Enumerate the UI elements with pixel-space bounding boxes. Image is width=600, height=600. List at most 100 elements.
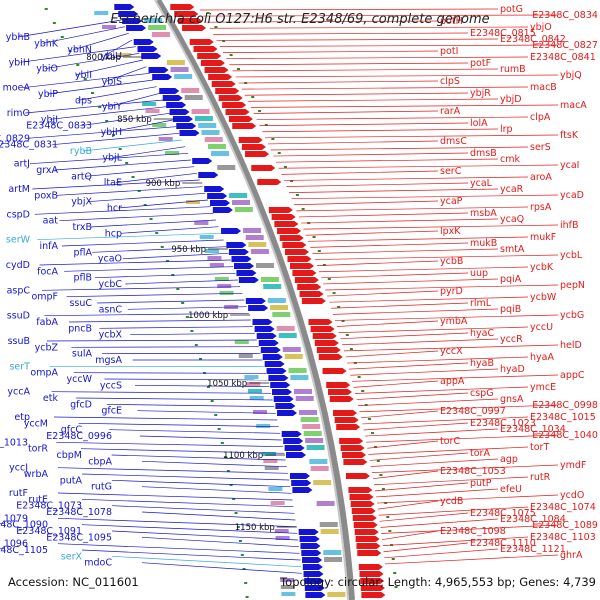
forward-gene-arrow [327, 389, 352, 395]
leader-line-left [81, 549, 301, 561]
cog-block [181, 88, 200, 93]
tick-dot [76, 64, 80, 66]
forward-gene-arrow [197, 53, 222, 59]
reverse-gene-arrow [264, 361, 285, 367]
cog-block [310, 466, 329, 471]
forward-gene-arrow [312, 333, 337, 339]
leader-line-right [368, 446, 529, 455]
gene-label-left: cbpM [57, 450, 82, 461]
gene-label-left: E2348C_1091 [16, 526, 82, 537]
tick-dot [176, 288, 180, 290]
leader-line-left [57, 517, 297, 528]
gene-label-right: E2348C_1084 [500, 514, 566, 525]
gene-label-left: yccW [67, 374, 93, 385]
gene-label-left: E2348C_1013 [0, 437, 28, 448]
leader-line-left [77, 86, 157, 101]
forward-gene-arrow [310, 326, 335, 332]
cog-block [207, 144, 226, 149]
cog-block [293, 389, 312, 394]
forward-gene-arrow [360, 585, 385, 591]
cog-block [309, 459, 328, 464]
cog-block [270, 501, 285, 505]
tick-dot [190, 330, 194, 332]
gene-label-right: ycbB [440, 256, 463, 267]
gene-label-right: pyrD [440, 286, 463, 297]
forward-gene-arrow [174, 11, 199, 17]
gene-label-left: ybjH [101, 127, 122, 138]
gene-label-right: torA [470, 448, 490, 459]
reverse-gene-arrow [221, 228, 242, 234]
cog-block [250, 249, 269, 254]
reverse-gene-arrow [304, 578, 325, 584]
gene-label-left: ybiI [75, 70, 92, 81]
leader-line-right [367, 440, 439, 449]
tick-dot [349, 348, 353, 350]
cog-block [256, 424, 271, 428]
leader-line-left [80, 112, 170, 127]
gene-label-right: hyaC [470, 328, 494, 339]
leader-line-left [141, 562, 302, 574]
cog-block [211, 151, 230, 156]
leader-line-right [286, 182, 469, 187]
cog-block [282, 347, 301, 352]
leader-line-left [99, 326, 253, 329]
gene-label-left: ycbZ [35, 342, 59, 353]
forward-gene-arrow [354, 529, 379, 535]
leader-line-left [53, 416, 278, 421]
leader-line-right [226, 56, 529, 60]
leader-line-left [44, 52, 140, 70]
leader-line-right [363, 422, 469, 431]
leader-line-left [57, 467, 289, 474]
tick-dot [337, 306, 341, 308]
gene-label-left: ompA [30, 368, 58, 379]
gene-label-right: E2348C_0827 [532, 40, 598, 51]
feature-tracks [94, 4, 386, 598]
forward-gene-arrow [257, 179, 282, 185]
cog-block [151, 32, 170, 37]
tick-dot [258, 110, 262, 112]
reverse-gene-arrow [210, 200, 230, 206]
cog-block [324, 557, 343, 562]
gene-label-right: E2348C_1098 [440, 526, 506, 537]
gene-label-right: ycbG [560, 310, 584, 321]
tick-dot [181, 302, 185, 304]
gene-label-right: ycdB [440, 496, 463, 507]
gene-label-left: mgsA [95, 355, 122, 366]
leader-line-right [372, 470, 439, 480]
cog-block [204, 249, 219, 253]
tick-dot [160, 246, 164, 248]
tick-label: 950 kbp [171, 245, 206, 255]
leader-line-left [134, 384, 270, 388]
gene-label-right: ycaR [500, 184, 524, 195]
forward-gene-arrow [351, 508, 376, 514]
cog-block [142, 102, 157, 106]
gene-label-right: rpsA [530, 202, 552, 213]
cog-block [316, 501, 335, 506]
cog-block [238, 354, 253, 358]
reverse-gene-arrow [283, 438, 304, 444]
gene-label-left: ybhB [6, 32, 30, 43]
leader-line-right [333, 308, 499, 315]
leader-line-right [327, 290, 439, 297]
forward-gene-arrow [299, 291, 324, 297]
forward-gene-arrow [238, 137, 263, 143]
tick-dot [341, 320, 345, 322]
leader-line-left [81, 473, 290, 481]
leader-line-right [314, 254, 559, 260]
reverse-gene-arrow [262, 354, 283, 360]
leader-line-right [316, 260, 439, 267]
cog-block [117, 53, 132, 57]
cog-block [268, 487, 283, 491]
leader-line-right [356, 392, 469, 400]
forward-gene-arrow [178, 18, 203, 24]
gene-label-right: E2348C_1089 [532, 520, 598, 531]
gene-label-left: cspD [6, 209, 30, 220]
leader-line-right [334, 314, 559, 321]
gene-label-right: E2348C_0815 [470, 28, 536, 39]
reverse-gene-arrow [204, 186, 225, 192]
leader-line-left [139, 435, 282, 441]
forward-gene-arrow [232, 123, 257, 129]
leader-line-left [113, 146, 186, 158]
cog-block [276, 326, 295, 331]
